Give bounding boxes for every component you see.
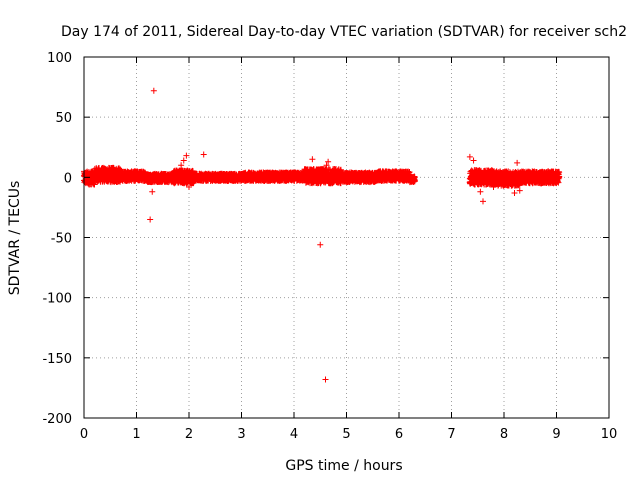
outlier-point bbox=[516, 187, 523, 194]
outlier-point bbox=[150, 87, 157, 94]
x-tick-label: 4 bbox=[290, 427, 298, 442]
outlier-point bbox=[147, 216, 154, 223]
chart-title: Day 174 of 2011, Sidereal Day-to-day VTE… bbox=[61, 24, 627, 40]
x-tick-label: 3 bbox=[237, 427, 245, 442]
x-tick-label: 7 bbox=[447, 427, 455, 442]
y-tick-label: 0 bbox=[64, 171, 72, 186]
data-points bbox=[81, 87, 563, 383]
outlier-point bbox=[180, 157, 187, 164]
y-tick-label: 50 bbox=[55, 111, 72, 126]
axis-ticks: 0 1 2 3 4 5 6 7 8 9 10 -200 -150 -100 -50 0 50 100 bbox=[42, 51, 617, 442]
x-tick-label: 0 bbox=[80, 427, 88, 442]
x-tick-label: 8 bbox=[500, 427, 508, 442]
x-tick-label: 6 bbox=[395, 427, 403, 442]
x-tick-label: 9 bbox=[552, 427, 560, 442]
x-tick-label: 5 bbox=[342, 427, 350, 442]
outlier-point bbox=[511, 189, 518, 196]
y-tick-label: 100 bbox=[47, 51, 72, 66]
outlier-point bbox=[183, 152, 190, 159]
y-tick-label: -150 bbox=[42, 352, 72, 367]
outlier-point bbox=[200, 151, 207, 158]
x-axis-label: GPS time / hours bbox=[285, 458, 402, 474]
outlier-point bbox=[480, 198, 486, 205]
grid-lines bbox=[84, 57, 609, 418]
x-tick-label: 1 bbox=[132, 427, 140, 442]
outlier-point bbox=[477, 188, 484, 195]
x-tick-label: 2 bbox=[185, 427, 193, 442]
outlier-point bbox=[149, 188, 156, 195]
y-tick-label: -50 bbox=[51, 232, 72, 247]
outlier-point bbox=[514, 159, 521, 166]
outlier-point bbox=[470, 157, 477, 164]
y-tick-label: -200 bbox=[42, 412, 72, 427]
outlier-point bbox=[317, 241, 324, 248]
outlier-point bbox=[466, 153, 473, 160]
outlier-point bbox=[178, 162, 185, 169]
outlier-point bbox=[309, 156, 316, 163]
outlier-point bbox=[322, 376, 329, 383]
x-tick-label: 10 bbox=[601, 427, 618, 442]
y-axis-label: SDTVAR / TECUs bbox=[7, 181, 23, 296]
y-tick-label: -100 bbox=[42, 292, 72, 307]
outlier-point bbox=[325, 158, 332, 165]
